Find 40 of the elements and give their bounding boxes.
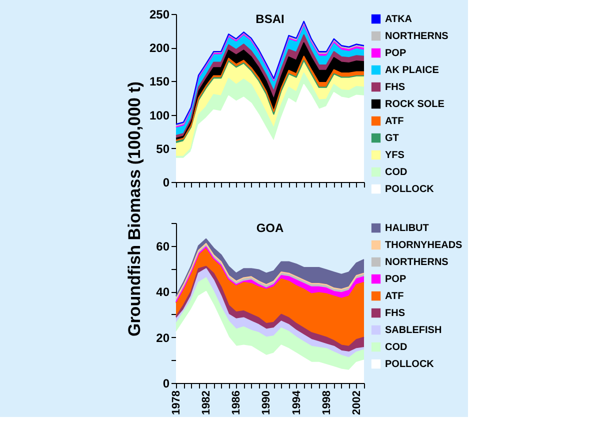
x-tick-label: 1982 xyxy=(200,390,213,415)
y-axis-title: Groundfish Biomass (100,000 t) xyxy=(125,81,144,337)
text: NORTHERNS xyxy=(385,257,449,268)
legend-label: ATF xyxy=(385,116,404,127)
y-tick-label: 0 xyxy=(162,376,170,390)
legend-label: COD xyxy=(385,167,408,178)
legend-label: GT xyxy=(385,133,399,144)
x-tick-label: 1990 xyxy=(260,390,273,415)
legend-label: FHS xyxy=(385,82,406,93)
x-tick-label: 1994 xyxy=(290,390,303,415)
legend-label: COD xyxy=(385,342,408,353)
y-tick-label: 150 xyxy=(149,74,170,89)
y-tick-label: 200 xyxy=(149,41,170,56)
legend-label: AK PLAICE xyxy=(385,65,440,76)
legend-label: YFS xyxy=(385,150,405,161)
text: ATF xyxy=(385,291,404,302)
y-tick-label: 250 xyxy=(149,8,170,22)
legend-label: POLLOCK xyxy=(385,184,435,195)
legend-label: POP xyxy=(385,48,406,59)
y-tick-label: 20 xyxy=(156,330,170,345)
x-tick-label: 1978 xyxy=(170,390,182,415)
legend-label: POLLOCK xyxy=(385,359,435,370)
y-tick-label: 50 xyxy=(156,142,170,156)
x-tick-label: 2002 xyxy=(350,390,363,415)
y-tick-label: 60 xyxy=(156,239,170,254)
y-tick-label: 0 xyxy=(162,176,170,190)
chart-title: GOA xyxy=(256,221,284,235)
legend-label: SABLEFISH xyxy=(385,325,442,336)
legend-label: ATKA xyxy=(385,14,412,25)
legend-label: THORNYHEADS xyxy=(385,240,463,251)
x-tick-label: 1986 xyxy=(230,390,243,415)
chart-title: BSAI xyxy=(256,12,284,26)
legend-label: HALIBUT xyxy=(385,223,429,234)
legend-label: NORTHERNS xyxy=(385,31,449,42)
text: POP xyxy=(385,274,406,285)
x-tick-label: 1998 xyxy=(320,390,333,415)
legend-label: ROCK SOLE xyxy=(385,99,445,110)
y-tick-label: 100 xyxy=(149,108,170,122)
y-tick-label: 40 xyxy=(156,285,170,300)
text: FHS xyxy=(385,308,406,319)
